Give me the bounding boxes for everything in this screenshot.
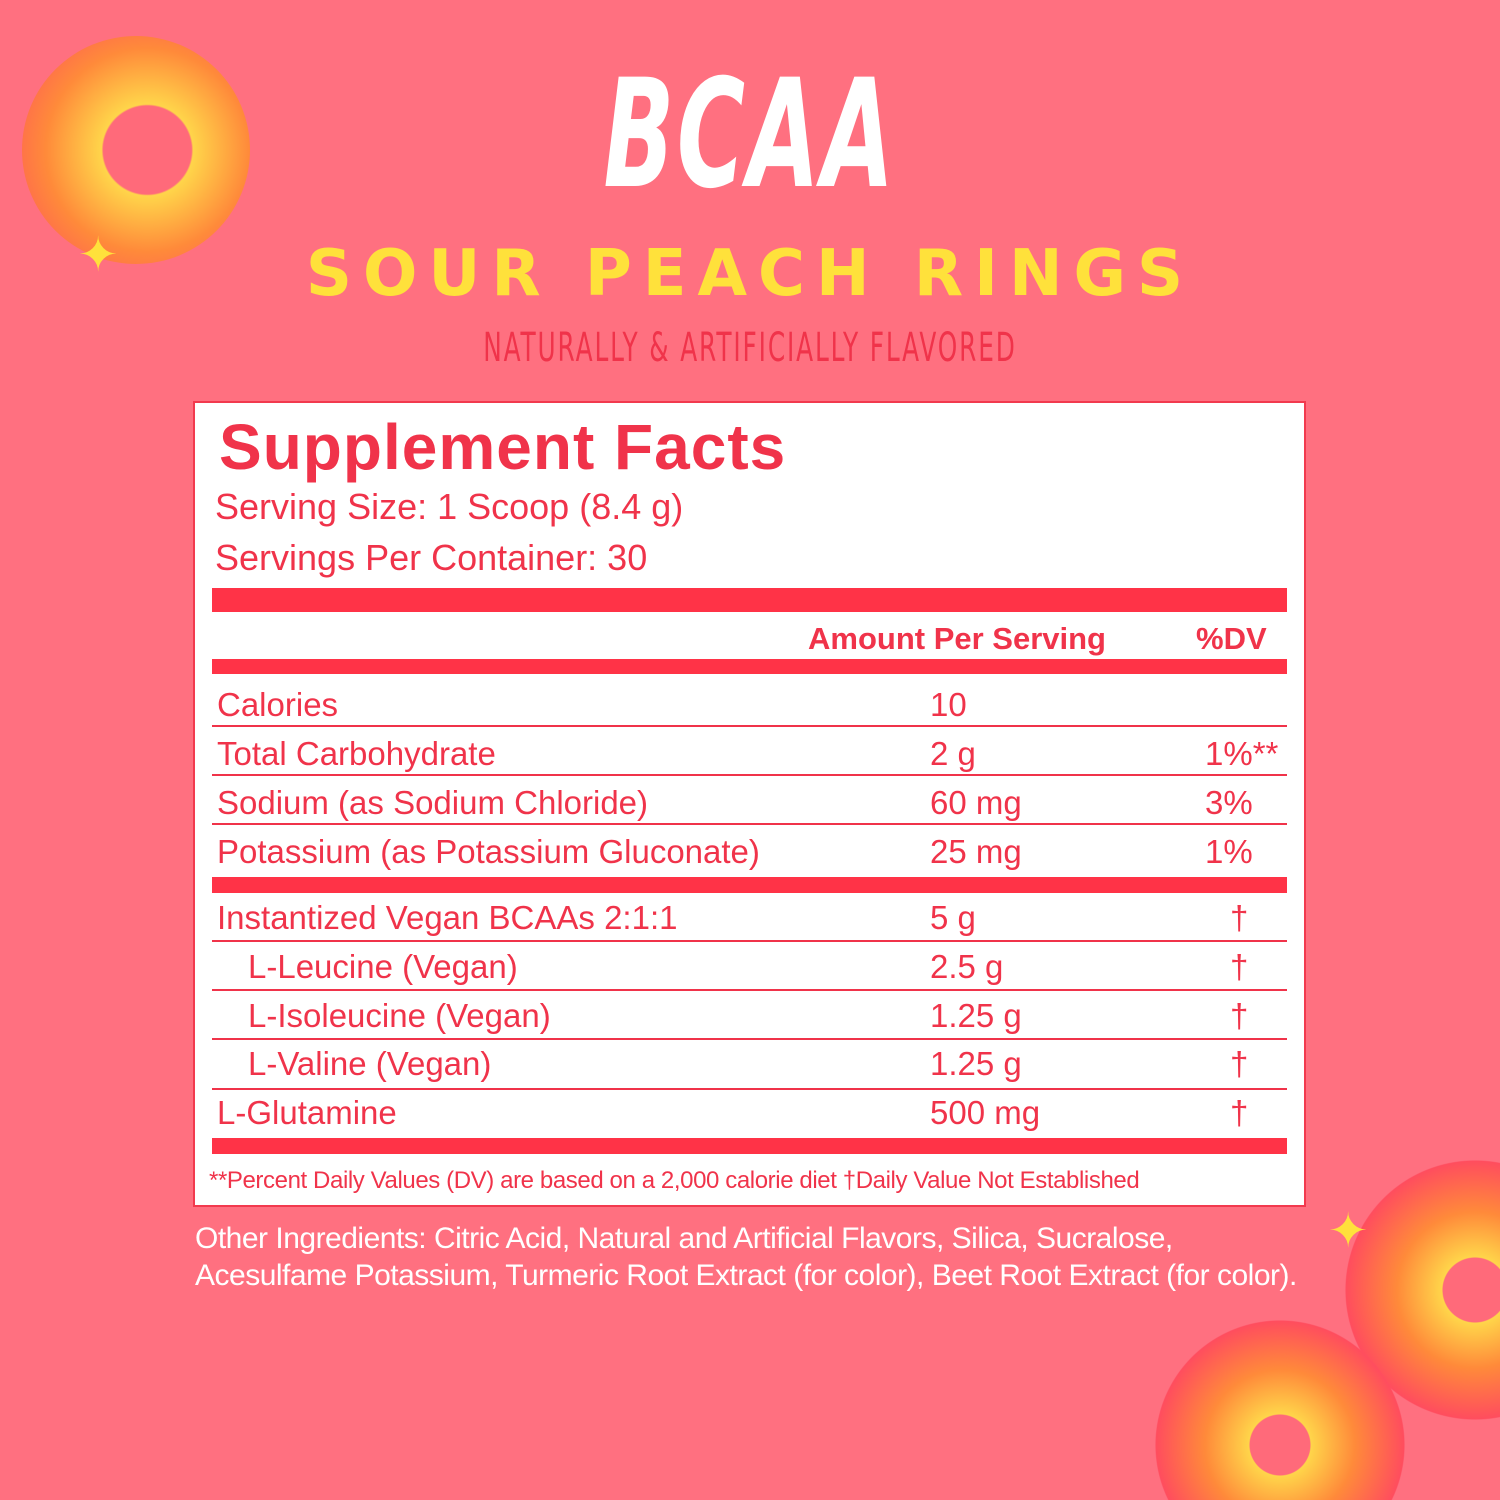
- row-divider: [212, 989, 1287, 991]
- flavor-subtitle: NATURALLY & ARTIFICIALLY FLAVORED: [483, 325, 1017, 371]
- nutrient-row: Total Carbohydrate 2 g 1%**: [217, 735, 1279, 772]
- divider-bar: [212, 1138, 1287, 1154]
- row-divider: [212, 940, 1287, 942]
- sparkle-icon: ✦: [78, 229, 119, 282]
- serving-size: Serving Size: 1 Scoop (8.4 g): [215, 486, 684, 527]
- footnote: **Percent Daily Values (DV) are based on…: [209, 1167, 1140, 1194]
- ingredient-row: L-Isoleucine (Vegan) 1.25 g †: [248, 997, 1249, 1034]
- nutrient-row: Potassium (as Potassium Gluconate) 25 mg 1…: [217, 833, 1253, 870]
- brand-title: BCAA: [603, 48, 897, 222]
- header-dv: %DV: [1196, 621, 1267, 656]
- ingredient-row: L-Glutamine 500 mg †: [217, 1094, 1249, 1131]
- peach-ring-candy-icon: [1155, 1310, 1405, 1500]
- servings-per-container: Servings Per Container: 30: [215, 537, 648, 578]
- header-amount: Amount Per Serving: [808, 621, 1106, 656]
- peach-ring-candy-icon: [22, 36, 250, 264]
- ingredient-row: L-Valine (Vegan) 1.25 g †: [248, 1045, 1249, 1082]
- nutrient-row: Calories 10: [217, 686, 967, 723]
- divider-bar: [212, 659, 1287, 674]
- row-divider: [212, 1038, 1287, 1040]
- nutrient-row: Sodium (as Sodium Chloride) 60 mg 3%: [217, 784, 1253, 821]
- divider-bar: [212, 588, 1287, 612]
- sparkle-icon: ✦: [1328, 1205, 1369, 1258]
- supplement-facts-panel: Supplement Facts Serving Size: 1 Scoop (…: [193, 401, 1306, 1207]
- facts-title: Supplement Facts: [219, 411, 787, 483]
- other-ingredients: Other Ingredients: Citric Acid, Natural …: [195, 1222, 1297, 1292]
- ingredient-row: Instantized Vegan BCAAs 2:1:1 5 g †: [217, 899, 1249, 936]
- row-divider: [212, 774, 1287, 776]
- ingredient-row: L-Leucine (Vegan) 2.5 g †: [248, 948, 1249, 985]
- flavor-title: SOUR PEACH RINGS: [305, 237, 1195, 311]
- row-divider: [212, 725, 1287, 727]
- row-divider: [212, 1088, 1287, 1090]
- row-divider: [212, 823, 1287, 825]
- divider-bar: [212, 877, 1287, 893]
